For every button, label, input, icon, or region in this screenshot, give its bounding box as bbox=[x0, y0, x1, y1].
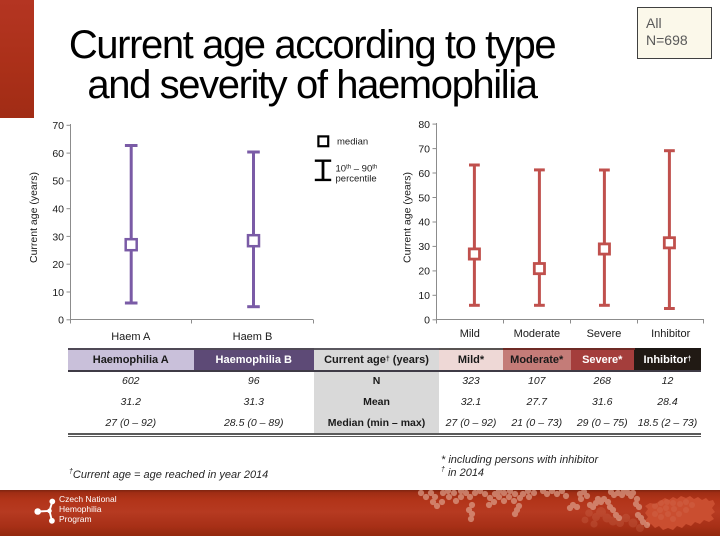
svg-text:percentile: percentile bbox=[336, 174, 377, 185]
svg-text:40: 40 bbox=[52, 204, 64, 216]
svg-text:40: 40 bbox=[418, 217, 430, 229]
svg-text:Mild: Mild bbox=[460, 328, 480, 340]
svg-text:median: median bbox=[337, 137, 368, 148]
svg-text:50: 50 bbox=[418, 192, 430, 204]
svg-text:Moderate: Moderate bbox=[514, 328, 560, 340]
svg-text:0: 0 bbox=[58, 315, 64, 327]
svg-text:30: 30 bbox=[418, 241, 430, 253]
svg-text:80: 80 bbox=[418, 119, 430, 131]
svg-text:10th – 90th: 10th – 90th bbox=[336, 164, 378, 175]
svg-text:70: 70 bbox=[52, 120, 64, 132]
svg-text:30: 30 bbox=[52, 231, 64, 243]
svg-text:Current age (years): Current age (years) bbox=[402, 172, 414, 263]
svg-text:0: 0 bbox=[424, 315, 430, 327]
svg-text:20: 20 bbox=[418, 266, 430, 278]
svg-text:50: 50 bbox=[52, 176, 64, 188]
svg-text:Inhibitor: Inhibitor bbox=[651, 328, 690, 340]
svg-text:Current age (years): Current age (years) bbox=[28, 172, 40, 263]
svg-text:Haem B: Haem B bbox=[233, 331, 273, 343]
svg-text:60: 60 bbox=[418, 168, 430, 180]
svg-text:60: 60 bbox=[52, 148, 64, 160]
svg-text:20: 20 bbox=[52, 259, 64, 271]
svg-text:70: 70 bbox=[418, 143, 430, 155]
svg-text:Severe: Severe bbox=[587, 328, 622, 340]
svg-text:10: 10 bbox=[418, 290, 430, 302]
svg-text:10: 10 bbox=[52, 287, 64, 299]
svg-text:Haem A: Haem A bbox=[111, 331, 151, 343]
